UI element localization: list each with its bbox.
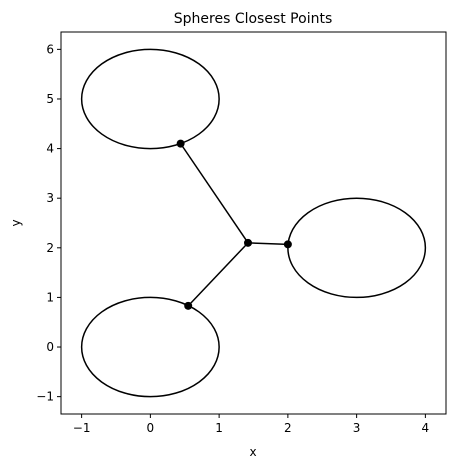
y-axis-label: y — [9, 219, 23, 226]
y-tick-label: −1 — [36, 390, 54, 404]
x-tick-label: 4 — [422, 421, 430, 435]
y-tick-label: 3 — [46, 191, 54, 205]
chart-title: Spheres Closest Points — [174, 11, 333, 27]
sphere-circle-1 — [80, 48, 220, 150]
ticks-layer: −1 0 1 2 3 4 −1 0 1 2 3 4 5 6 — [36, 42, 429, 435]
y-tick-label: 4 — [46, 142, 54, 156]
y-tick-label: 6 — [46, 42, 54, 56]
x-tick-label: 2 — [284, 421, 292, 435]
sphere-circle-3 — [80, 296, 220, 398]
plot-frame — [60, 31, 447, 415]
hub-point-marker — [244, 238, 252, 247]
y-tick-label: 2 — [46, 241, 54, 255]
marks-layer — [80, 48, 427, 398]
x-tick-label: 3 — [353, 421, 361, 435]
connector-line-1 — [180, 143, 249, 244]
x-tick-label: 0 — [147, 421, 155, 435]
plot-area — [61, 32, 446, 414]
closest-point-marker-1 — [176, 139, 185, 148]
connector-line-2 — [247, 242, 288, 246]
x-axis-label: x — [249, 445, 256, 459]
closest-point-marker-2 — [283, 240, 292, 249]
y-tick-label: 0 — [46, 340, 54, 354]
x-tick-label: −1 — [73, 421, 91, 435]
y-tick-label: 5 — [46, 92, 54, 106]
x-tick-label: 1 — [215, 421, 223, 435]
y-tick-label: 1 — [46, 290, 54, 304]
closest-point-marker-3 — [184, 301, 193, 310]
connector-line-3 — [187, 242, 249, 307]
